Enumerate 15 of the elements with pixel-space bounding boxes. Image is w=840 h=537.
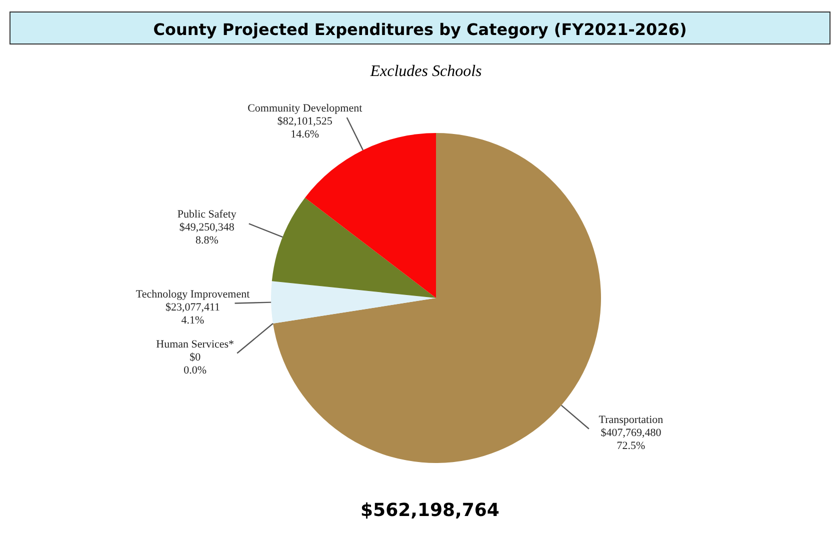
category-label: Human Services*: [156, 338, 234, 350]
text: $562,198,764: [360, 500, 500, 521]
chart-subtitle: Excludes Schools: [369, 63, 482, 80]
data-label: $82,101,525 14.6%: [277, 116, 333, 141]
slice-label: Public Safety: [177, 208, 237, 221]
text: $0 0.0%: [184, 351, 207, 376]
slice-label: Technology Improvement: [136, 288, 250, 300]
slice-label: Community Development: [248, 102, 362, 115]
pie-slice: [271, 281, 436, 324]
chart-title: County Projected Expenditures by Category (FY2021-2026): [153, 20, 687, 39]
data-label: $407,769,480 72.5%: [600, 426, 662, 452]
pie-slice: [272, 198, 436, 298]
data-label: $23,077,411 4.1%: [165, 301, 220, 326]
slice-label: Transportation: [598, 414, 664, 426]
data-label: $49,250,348 8.8%: [179, 222, 235, 247]
